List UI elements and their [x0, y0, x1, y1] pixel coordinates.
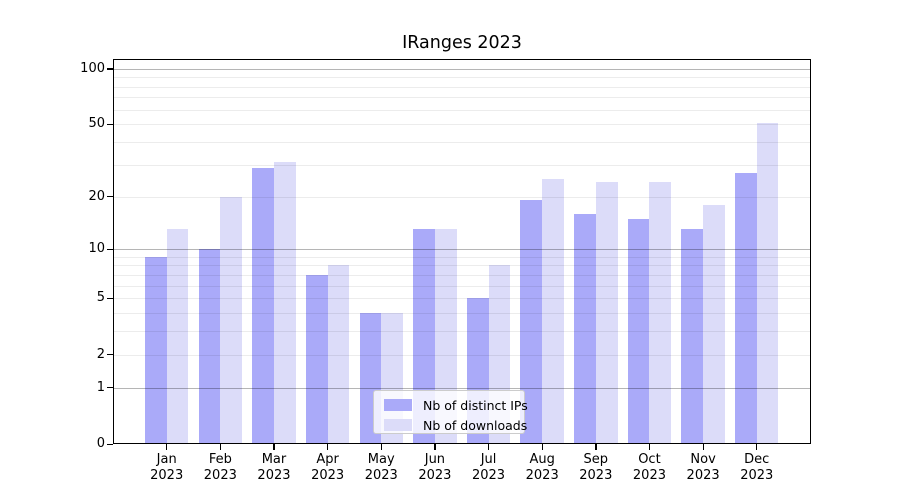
bar-downloads-mar: [273, 162, 296, 444]
x-tick-jan: [166, 444, 168, 450]
x-tick-jul: [488, 444, 490, 450]
bar-distinct-ips-mar: [252, 167, 274, 444]
x-tick-label-jul: Jul 2023: [457, 452, 521, 483]
bar-downloads-apr: [327, 265, 350, 444]
bar-downloads-oct: [649, 182, 672, 444]
x-tick-jun: [434, 444, 436, 450]
legend-label-downloads: Nb of downloads: [423, 417, 528, 433]
y-tick-100: [107, 68, 113, 70]
x-tick-may: [380, 444, 382, 450]
x-tick-label-nov: Nov 2023: [671, 452, 735, 483]
y-tick-2: [107, 354, 113, 356]
y-tick-label-5: 5: [96, 290, 105, 306]
y-tick-label-0: 0: [96, 436, 105, 451]
bar-downloads-jan: [166, 229, 189, 444]
x-tick-nov: [702, 444, 704, 450]
bar-downloads-dec: [756, 122, 779, 444]
x-tick-year-aug: 2023: [525, 467, 559, 483]
x-tick-label-oct: Oct 2023: [617, 452, 681, 483]
x-tick-label-mar: Mar 2023: [242, 452, 306, 483]
x-tick-year-jan: 2023: [150, 467, 184, 483]
x-tick-label-jun: Jun 2023: [403, 452, 467, 483]
legend-swatch-distinct-ips: [384, 399, 412, 411]
legend-row-downloads: Nb of downloads: [384, 417, 528, 433]
legend-swatch-downloads: [384, 419, 412, 431]
x-tick-aug: [541, 444, 543, 450]
x-tick-label-dec: Dec 2023: [725, 452, 789, 483]
x-tick-label-aug: Aug 2023: [510, 452, 574, 483]
y-tick-10: [107, 248, 113, 250]
x-tick-year-sep: 2023: [579, 467, 613, 483]
bar-distinct-ips-oct: [627, 218, 650, 444]
bar-distinct-ips-feb: [198, 249, 221, 444]
y-tick-50: [107, 123, 113, 126]
x-tick-year-mar: 2023: [257, 467, 291, 483]
x-tick-feb: [219, 444, 222, 450]
x-tick-year-nov: 2023: [686, 467, 720, 483]
x-tick-year-oct: 2023: [632, 467, 666, 483]
bar-distinct-ips-sep: [574, 213, 596, 444]
x-tick-apr: [327, 444, 329, 450]
x-tick-label-apr: Apr 2023: [296, 452, 360, 483]
y-tick-1: [107, 387, 113, 389]
x-tick-label-sep: Sep 2023: [564, 452, 628, 483]
bar-distinct-ips-jan: [145, 256, 167, 444]
y-tick-label-20: 20: [88, 188, 105, 204]
x-tick-label-may: May 2023: [349, 452, 413, 483]
bars-layer: [113, 59, 811, 444]
y-tick-label-1: 1: [96, 379, 105, 395]
legend-box: Nb of distinct IPs Nb of downloads: [373, 390, 528, 434]
bar-downloads-sep: [595, 182, 618, 444]
y-tick-0: [107, 443, 113, 445]
legend-label-distinct-ips: Nb of distinct IPs: [423, 397, 528, 413]
bar-distinct-ips-nov: [681, 229, 704, 444]
y-tick-label-10: 10: [88, 241, 105, 257]
legend-row-distinct-ips: Nb of distinct IPs: [384, 398, 528, 413]
x-tick-year-apr: 2023: [311, 467, 345, 483]
x-tick-year-jul: 2023: [471, 467, 506, 483]
x-tick-sep: [595, 444, 597, 450]
bar-downloads-aug: [542, 179, 564, 444]
bar-downloads-feb: [220, 196, 243, 444]
plot-area: [113, 59, 811, 444]
y-tick-20: [107, 196, 113, 198]
x-tick-dec: [756, 444, 758, 450]
bar-distinct-ips-aug: [520, 200, 543, 444]
x-tick-year-jun: 2023: [418, 467, 452, 483]
x-tick-oct: [648, 444, 651, 450]
y-tick-label-2: 2: [96, 346, 105, 362]
x-tick-year-feb: 2023: [203, 467, 237, 483]
x-tick-label-jan: Jan 2023: [135, 452, 199, 483]
bar-distinct-ips-apr: [305, 274, 328, 444]
x-tick-year-may: 2023: [364, 467, 398, 483]
y-tick-label-100: 100: [80, 60, 105, 76]
x-tick-mar: [273, 444, 275, 450]
x-tick-label-feb: Feb 2023: [188, 452, 252, 483]
y-tick-label-50: 50: [88, 116, 105, 132]
x-tick-year-dec: 2023: [740, 467, 774, 483]
chart-title: IRanges 2023: [402, 33, 522, 53]
bar-downloads-nov: [703, 204, 725, 444]
bar-distinct-ips-dec: [735, 173, 757, 444]
y-tick-5: [107, 297, 113, 300]
